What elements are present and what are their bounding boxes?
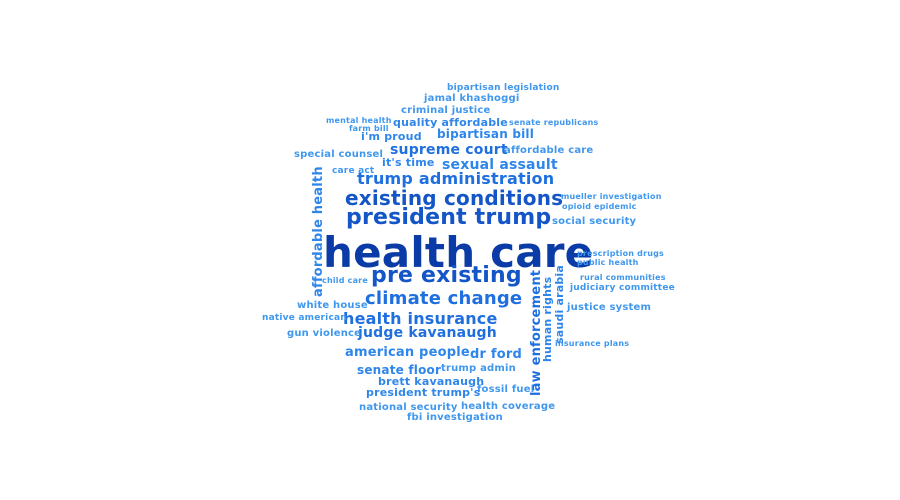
- word-mueller-investigation: mueller investigation: [561, 192, 662, 201]
- word-judiciary-committee: judiciary committee: [570, 283, 675, 293]
- word-social-security: social security: [552, 216, 637, 227]
- word-justice-system: justice system: [567, 302, 652, 313]
- word-jamal-khashoggi: jamal khashoggi: [424, 93, 520, 104]
- word-native-american: native american: [262, 313, 347, 323]
- word-fbi-investigation: fbi investigation: [407, 412, 503, 423]
- word-gun-violence: gun violence: [287, 328, 362, 339]
- word-trump-admin: trump admin: [441, 363, 516, 374]
- word-president-trumps: president trump's: [366, 386, 481, 399]
- word-white-house: white house: [297, 300, 368, 311]
- word-health-care: health care: [323, 228, 594, 277]
- word-brett-kavanaugh: brett kavanaugh: [378, 375, 485, 388]
- word-climate-change: climate change: [365, 288, 523, 309]
- word-insurance-plans: insurance plans: [555, 339, 630, 348]
- word-health-insurance: health insurance: [343, 309, 498, 328]
- word-quality-affordable: quality affordable: [393, 116, 508, 129]
- word-opioid-epidemic: opioid epidemic: [562, 202, 637, 211]
- word-care-act: care act: [332, 166, 375, 176]
- word-health-coverage: health coverage: [461, 401, 556, 412]
- word-rural-communities: rural communities: [580, 273, 666, 282]
- word-child-care: child care: [322, 276, 368, 285]
- word-american-people: american people: [345, 345, 470, 360]
- word-sexual-assault: sexual assault: [442, 157, 558, 173]
- word-im-proud: i'm proud: [361, 130, 422, 143]
- word-supreme-court: supreme court: [390, 142, 508, 158]
- word-existing-conditions: existing conditions: [345, 186, 564, 210]
- word-saudi-arabia: saudi arabia: [553, 264, 566, 344]
- word-senate-republicans: senate republicans: [509, 118, 599, 127]
- word-pre-existing: pre existing: [371, 263, 522, 288]
- word-affordable-care: affordable care: [504, 145, 594, 156]
- word-mental-health: mental health: [326, 116, 392, 125]
- word-special-counsel: special counsel: [294, 149, 384, 160]
- word-dr-ford: dr ford: [470, 347, 522, 362]
- word-criminal-justice: criminal justice: [401, 105, 491, 116]
- word-farm-bill: farm bill: [349, 124, 389, 133]
- word-prescription-drugs: prescription drugs: [577, 249, 665, 258]
- word-fossil-fuel: fossil fuel: [477, 384, 535, 395]
- word-judge-kavanaugh: judge kavanaugh: [358, 325, 497, 341]
- word-human-rights: human rights: [541, 276, 554, 362]
- word-bipartisan-bill: bipartisan bill: [437, 127, 535, 141]
- word-president-trump: president trump: [346, 205, 552, 230]
- word-public-health: public health: [577, 258, 639, 267]
- word-bipartisan-legislation: bipartisan legislation: [447, 83, 560, 93]
- word-trump-administration: trump administration: [357, 169, 555, 188]
- word-senate-floor: senate floor: [357, 363, 442, 377]
- word-national-security: national security: [359, 402, 458, 413]
- word-its-time: it's time: [382, 156, 435, 169]
- word-affordable-health: affordable health: [311, 166, 326, 297]
